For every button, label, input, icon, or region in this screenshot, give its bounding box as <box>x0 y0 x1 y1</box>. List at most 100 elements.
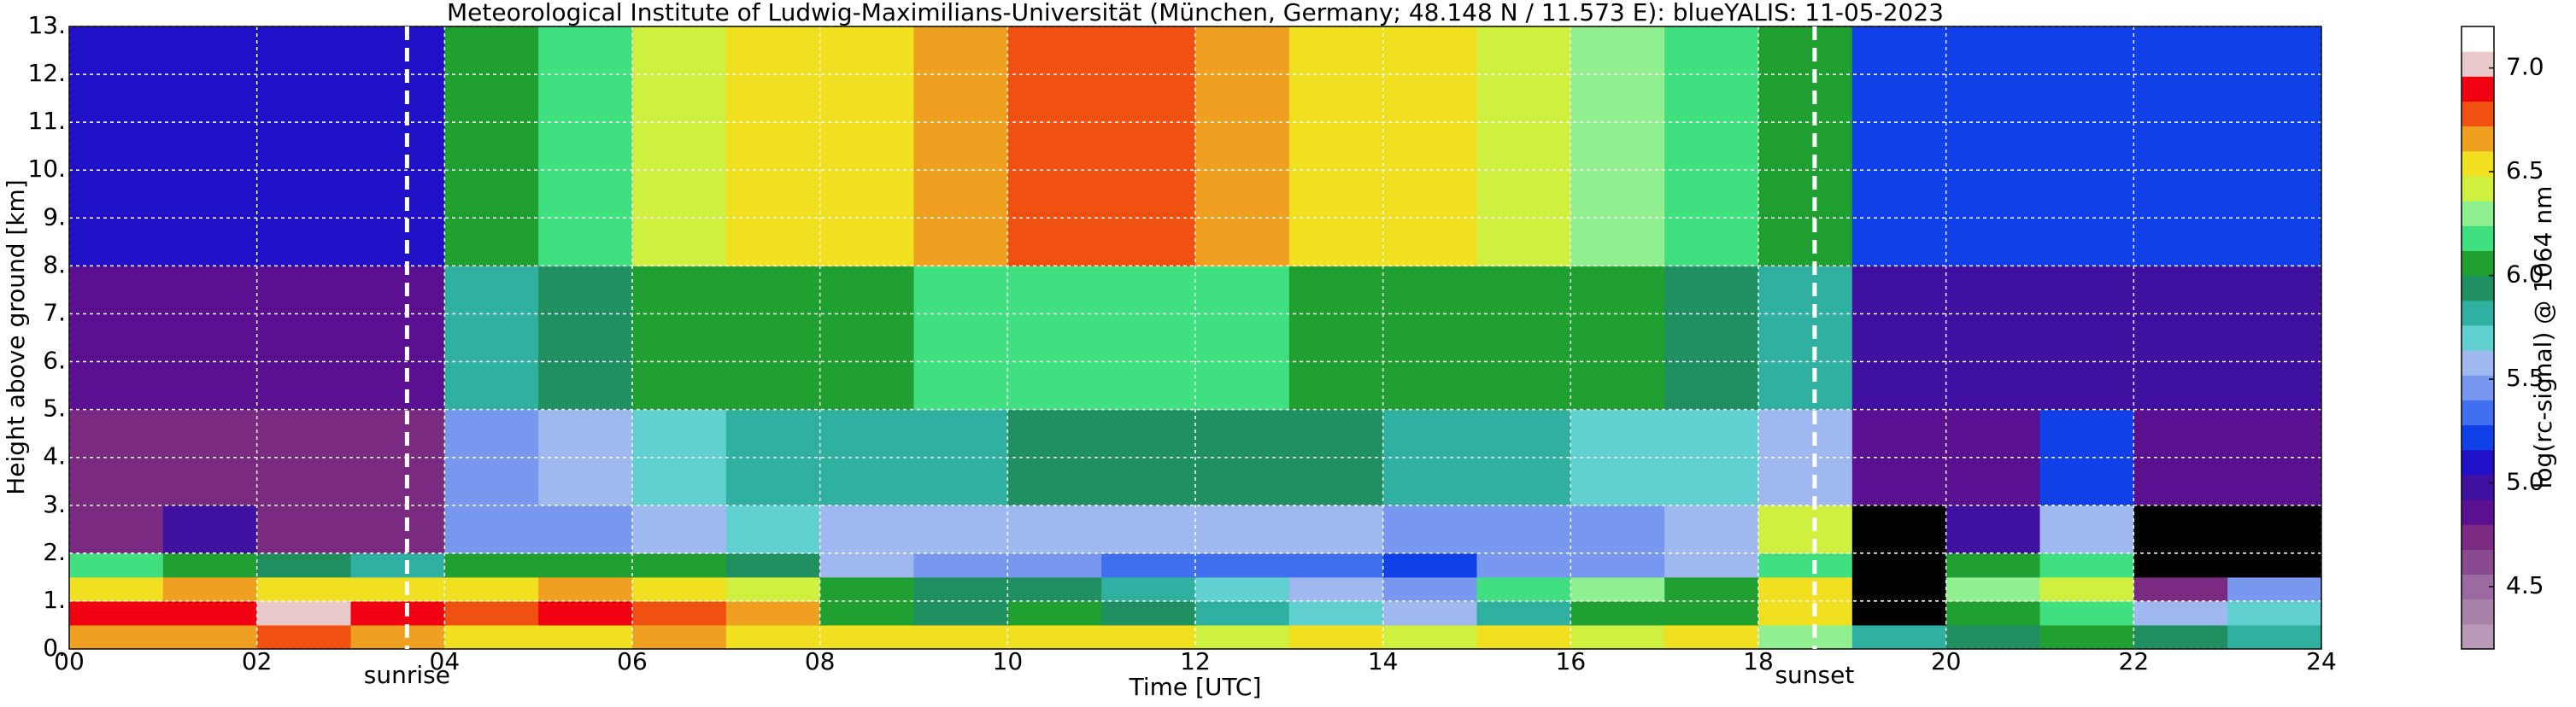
y-tick-label: 7. <box>43 298 66 326</box>
colorbar-frame <box>2461 26 2495 650</box>
heat-cell <box>913 26 1008 266</box>
heat-cell <box>1101 552 1196 578</box>
heat-cell <box>1664 576 1759 602</box>
heat-cell <box>350 600 445 626</box>
heat-cell <box>725 600 821 626</box>
heat-cell <box>1664 505 1759 554</box>
heat-cell <box>819 266 914 411</box>
heat-cell <box>913 624 1008 650</box>
heat-cell <box>350 26 445 266</box>
heat-cell <box>1382 624 1477 650</box>
heat-cell <box>725 576 821 602</box>
heat-cell <box>2039 552 2134 578</box>
heat-cell <box>1007 576 1102 602</box>
heat-cell <box>444 624 539 650</box>
y-tick-label: 12. <box>27 59 66 87</box>
heat-cell <box>538 26 633 266</box>
colorbar-swatch <box>2462 250 2494 277</box>
x-tick-label: 16 <box>1556 647 1587 675</box>
heat-cell <box>2039 26 2134 266</box>
heat-cell <box>162 505 258 554</box>
heat-cell <box>1570 552 1665 578</box>
heat-cell <box>1101 576 1196 602</box>
plot-frame <box>68 26 2322 650</box>
heat-cell <box>2227 26 2322 266</box>
heat-cell <box>1945 576 2040 602</box>
x-tick-label: 02 <box>242 647 273 675</box>
heat-cell <box>2039 505 2134 554</box>
x-axis-label: Time [UTC] <box>1129 673 1262 701</box>
y-tick-label: 0. <box>43 634 66 662</box>
heat-cell <box>1007 552 1102 578</box>
heat-cell <box>819 552 914 578</box>
heat-cell <box>819 576 914 602</box>
heat-cell <box>256 600 351 626</box>
heat-cell <box>2133 624 2228 650</box>
heat-cell <box>350 552 445 578</box>
heat-cell <box>1195 600 1290 626</box>
heat-cell <box>2227 600 2322 626</box>
heat-cell <box>1851 266 1947 411</box>
colorbar-swatch <box>2462 76 2494 102</box>
heat-cell <box>256 576 351 602</box>
heat-cell <box>2039 600 2134 626</box>
colorbar-swatch <box>2462 400 2494 426</box>
heat-cell <box>1570 266 1665 411</box>
heat-cell <box>256 552 351 578</box>
colorbar-swatch <box>2462 51 2494 77</box>
heat-cell <box>256 266 351 411</box>
heat-cell <box>444 505 539 554</box>
heat-cell <box>2133 576 2228 602</box>
y-tick-label: 3. <box>43 490 66 518</box>
y-tick-label: 6. <box>43 347 66 375</box>
heat-cell <box>1288 600 1384 626</box>
colorbar-tick-label: 7.0 <box>2506 53 2544 81</box>
heat-cell <box>162 266 258 411</box>
heat-cell <box>632 576 727 602</box>
heat-cell <box>444 26 539 266</box>
heat-cell <box>2227 266 2322 411</box>
heat-cell <box>444 552 539 578</box>
heat-cell <box>1195 576 1290 602</box>
heat-cell <box>1288 624 1384 650</box>
heat-cell <box>819 505 914 554</box>
heat-cell <box>1570 624 1665 650</box>
chart-title: Meteorological Institute of Ludwig-Maxim… <box>447 0 1944 26</box>
x-tick-label: 12 <box>1180 647 1211 675</box>
y-tick-label: 11. <box>27 107 66 135</box>
heat-cell <box>162 624 258 650</box>
heat-cell <box>350 266 445 411</box>
colorbar-label: log(rc-signal) @ 1064 nm <box>2529 186 2557 489</box>
colorbar-swatch <box>2462 350 2494 376</box>
heat-cell <box>913 576 1008 602</box>
heat-cell <box>1382 552 1477 578</box>
heat-cell <box>632 505 727 554</box>
heat-cell <box>162 552 258 578</box>
heat-cell <box>1288 266 1384 411</box>
y-tick-label: 10. <box>27 155 66 183</box>
annotation-label: sunrise <box>364 661 450 689</box>
heat-cell <box>1851 624 1947 650</box>
colorbar-swatch <box>2462 599 2494 625</box>
heat-cell <box>1007 624 1102 650</box>
heat-cell <box>1664 266 1759 411</box>
heat-cell <box>725 266 821 411</box>
heat-cell <box>1476 600 1571 626</box>
heat-cell <box>1007 266 1102 411</box>
heat-cell <box>1007 505 1102 554</box>
colorbar-swatch <box>2462 150 2494 177</box>
heat-cell <box>1758 505 1853 554</box>
heat-cell <box>1851 552 1947 578</box>
heat-cell <box>69 266 164 411</box>
heat-cell <box>819 600 914 626</box>
heat-cell <box>2133 600 2228 626</box>
heat-cell <box>2039 266 2134 411</box>
heat-cell <box>1382 26 1477 266</box>
colorbar-swatch <box>2462 101 2494 127</box>
x-tick-label: 04 <box>430 647 461 675</box>
heat-cell <box>1101 505 1196 554</box>
colorbar-swatch <box>2462 126 2494 152</box>
heat-cell <box>819 26 914 266</box>
heat-cell <box>2039 576 2134 602</box>
heat-cell <box>1476 505 1571 554</box>
